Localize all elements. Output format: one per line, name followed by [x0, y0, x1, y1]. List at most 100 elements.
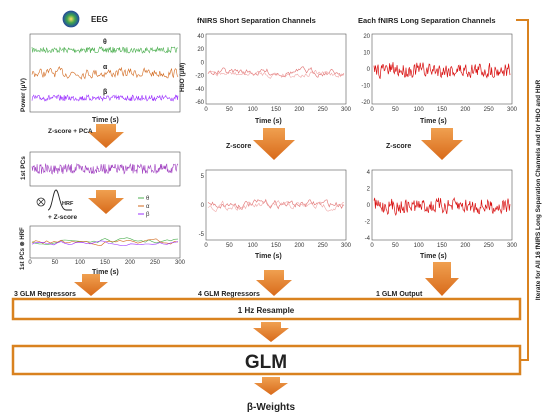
eeg-band-alpha: α: [103, 64, 108, 71]
eeg-band-beta: β: [103, 89, 108, 96]
tick-label: 200: [125, 260, 136, 266]
tick-label: 50: [226, 107, 233, 113]
eeg-band-theta: θ: [103, 39, 107, 46]
long-trace: [373, 62, 511, 79]
long-z-trace: [373, 196, 511, 217]
tick-label: -5: [199, 232, 205, 238]
short-z-panel: 50-5 0 50 100 150 200 250 300 Time (s): [199, 169, 352, 260]
eeg-plus-zscore: + Z-score: [48, 214, 77, 221]
tick-label: 200: [294, 107, 305, 113]
hrf-kernel-icon: [36, 189, 72, 211]
tick-label: 0: [370, 107, 374, 113]
conv-alpha-trace: [31, 238, 179, 246]
tick-label: 250: [484, 243, 495, 249]
tick-label: 50: [52, 260, 59, 266]
tick-label: 250: [318, 107, 329, 113]
tick-label: 200: [460, 243, 471, 249]
legend-beta: β: [146, 212, 150, 218]
tick-label: 40: [197, 34, 204, 40]
tick-label: 10: [363, 51, 370, 57]
arrow-down-icon: [256, 270, 292, 296]
eeg-pcs-panel: 1st PCs: [20, 151, 181, 187]
glm-output: 1 GLM Output: [376, 291, 423, 298]
tick-label: 200: [460, 107, 471, 113]
short-z-trace-2: [207, 200, 345, 213]
legend-theta: θ: [146, 196, 150, 202]
short-z-xlabel: Time (s): [255, 253, 282, 260]
tick-label: 0: [204, 107, 208, 113]
tick-label: -2: [365, 220, 371, 226]
tick-label: 250: [318, 243, 329, 249]
tick-label: -40: [195, 87, 204, 93]
eeg-logo-icon: [62, 10, 80, 28]
tick-label: 20: [363, 34, 370, 40]
tick-label: 100: [248, 107, 259, 113]
conv-beta-trace: [31, 240, 179, 246]
resample-box: [11, 297, 522, 321]
tick-label: 4: [367, 170, 371, 176]
long-z-xlabel: Time (s): [420, 253, 447, 260]
eeg-beta-trace: [31, 94, 179, 102]
arrow-down-icon: [74, 274, 108, 296]
tick-label: 0: [367, 203, 371, 209]
eeg-pcs-trace: [31, 162, 179, 175]
tick-label: 50: [392, 107, 399, 113]
tick-label: 0: [367, 67, 371, 73]
tick-label: 0: [204, 243, 208, 249]
tick-label: 300: [175, 260, 186, 266]
tick-label: 150: [437, 243, 448, 249]
long-title: Each fNIRS Long Separation Channels: [358, 16, 496, 25]
arrow-down-icon: [253, 128, 295, 160]
eeg-conv-panel: 1st PCs ⊗ HRF 0 50 100 150 200 250 300 Time (s…: [20, 225, 186, 276]
tick-label: 100: [248, 243, 259, 249]
tick-label: 150: [271, 107, 282, 113]
legend-alpha: α: [146, 204, 150, 210]
tick-label: 50: [226, 243, 233, 249]
tick-label: -20: [361, 100, 370, 106]
short-trace-2: [207, 69, 345, 79]
short-step-zscore: Z-score: [226, 143, 251, 150]
tick-label: 250: [150, 260, 161, 266]
eeg-xlabel: Time (s): [92, 117, 119, 124]
tick-label: 20: [197, 47, 204, 53]
tick-label: 250: [484, 107, 495, 113]
eeg-conv-xlabel: Time (s): [92, 269, 119, 276]
arrow-down-icon: [254, 377, 288, 395]
short-title: fNIRS Short Separation Channels: [197, 16, 316, 25]
tick-label: 150: [271, 243, 282, 249]
hrf-label: HRF: [62, 201, 74, 207]
iterate-label: Iterate for All 16 fNIRS Long Separation…: [535, 79, 542, 300]
arrow-down-icon: [425, 262, 459, 296]
short-xlabel: Time (s): [255, 118, 282, 125]
arrow-down-icon: [88, 124, 124, 148]
tick-label: 100: [414, 243, 425, 249]
short-ylabel: HbO (μM): [179, 63, 186, 92]
eeg-raw-panel: θ α β Power (μV) Time (s): [20, 33, 181, 124]
tick-label: -4: [365, 236, 371, 242]
eeg-legend: θ α β: [138, 196, 150, 218]
tick-label: 0: [201, 203, 205, 209]
tick-label: 300: [341, 243, 352, 249]
tick-label: 0: [370, 243, 374, 249]
weights-label: β-Weights: [247, 402, 296, 413]
tick-label: -60: [195, 100, 204, 106]
tick-label: 200: [294, 243, 305, 249]
arrow-down-icon: [421, 128, 463, 160]
tick-label: 2: [367, 187, 371, 193]
eeg-pcs-ylabel: 1st PCs: [20, 156, 27, 180]
tick-label: 150: [437, 107, 448, 113]
regressors-fnirs: 4 GLM Regressors: [198, 291, 260, 298]
long-z-panel: 4 2 0 -2 -4 0 50 100 150 200 250 300 Time (s): [365, 169, 518, 260]
tick-label: 300: [341, 107, 352, 113]
tick-label: 0: [28, 260, 32, 266]
tick-label: 5: [201, 174, 205, 180]
glm-label: GLM: [245, 352, 287, 373]
tick-label: 100: [75, 260, 86, 266]
arrow-down-icon: [88, 190, 124, 214]
eeg-title: EEG: [91, 15, 108, 24]
eeg-alpha-trace: [31, 66, 179, 80]
arrow-down-icon: [253, 322, 289, 342]
